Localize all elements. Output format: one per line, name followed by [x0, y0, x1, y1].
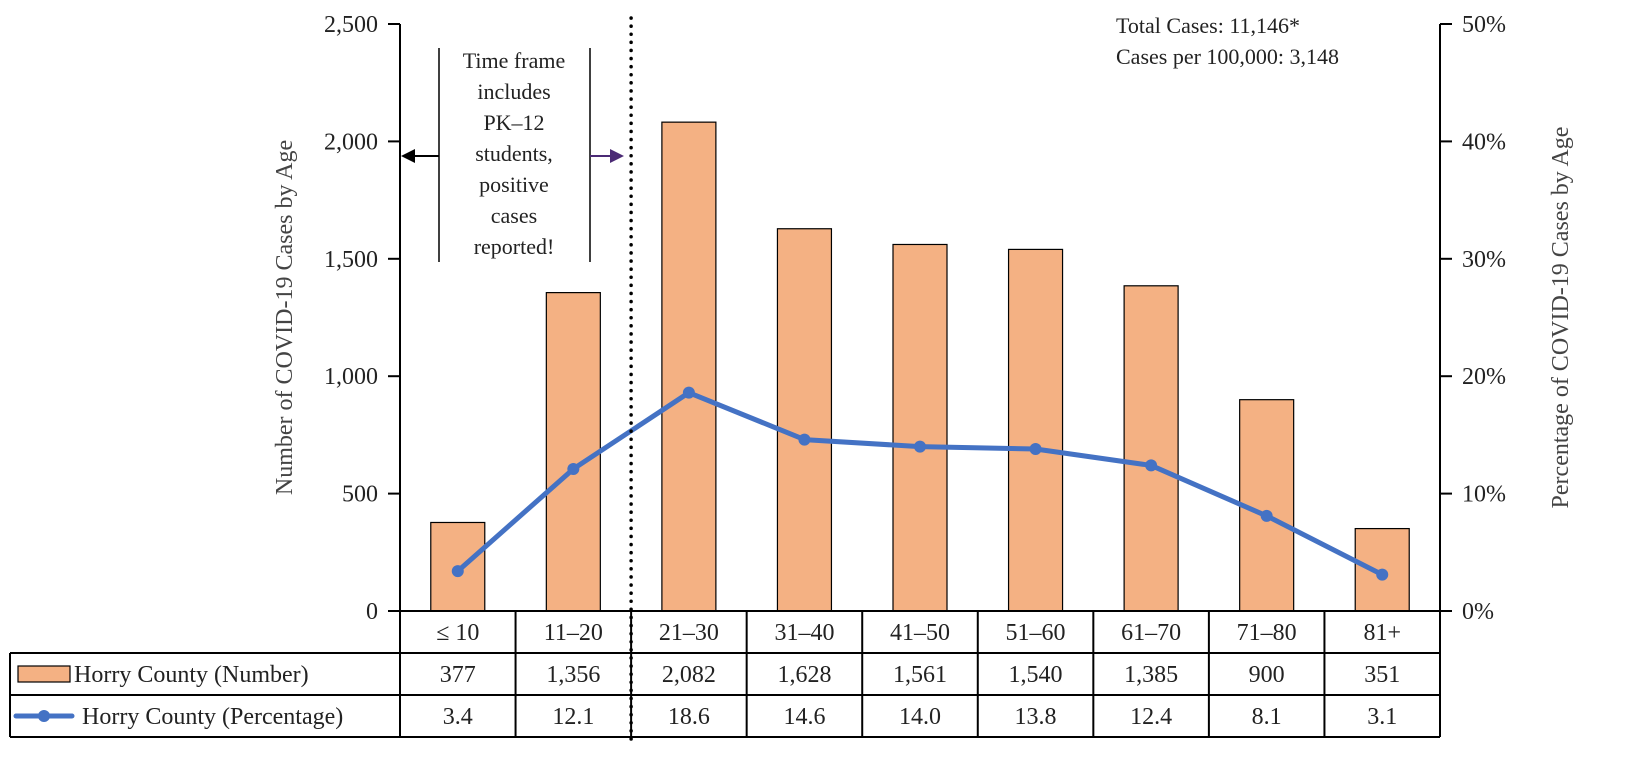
table-value-number-2: 1,356 [546, 662, 600, 688]
percentage-point-1 [451, 565, 464, 578]
timeframe-note-line: students, [475, 141, 553, 166]
table-value-percentage-8: 8.1 [1252, 704, 1282, 730]
right-axis-tick-label: 0% [1462, 599, 1494, 625]
category-label-9: 81+ [1363, 620, 1401, 646]
category-label-7: 61–70 [1121, 620, 1181, 646]
right-axis-tick-label: 40% [1462, 129, 1506, 155]
timeframe-note-line: PK–12 [483, 110, 544, 135]
legend-swatch-marker [38, 710, 50, 722]
table-value-number-1: 377 [440, 662, 476, 688]
bar-7 [1123, 285, 1179, 612]
category-label-2: 11–20 [544, 620, 603, 646]
note-arrow-right-head [610, 149, 624, 163]
table-value-number-3: 2,082 [662, 662, 716, 688]
bars-layer [430, 121, 1410, 612]
table-value-percentage-9: 3.1 [1367, 704, 1397, 730]
y-axis-title: Number of COVID-19 Cases by Age [272, 140, 298, 495]
percentage-point-4 [798, 433, 811, 446]
axes-layer: 0 500 1,000 1,500 2,000 2,500 0% 10% 20% 30% 40% 50… [272, 12, 1574, 625]
category-label-3: 21–30 [659, 620, 719, 646]
totals-note-line: Total Cases: 11,146* [1116, 13, 1300, 38]
percentage-point-9 [1376, 568, 1389, 581]
annotations-layer: Time frame includes PK–12 students, positive… [401, 13, 1339, 742]
bar-6 [1007, 248, 1064, 612]
bar-4 [776, 228, 833, 612]
bar-5 [892, 243, 948, 612]
table-value-number-9: 351 [1364, 662, 1400, 688]
table-value-number-4: 1,628 [777, 662, 831, 688]
right-axis-tick-label: 10% [1462, 482, 1506, 508]
timeframe-note-line: Time frame [463, 48, 565, 73]
percentage-point-3 [682, 386, 695, 399]
legend-label-number: Horry County (Number) [74, 662, 309, 688]
right-axis-tick-label: 30% [1462, 247, 1506, 273]
left-axis-tick-label: 500 [342, 482, 378, 508]
table-value-percentage-2: 12.1 [552, 704, 594, 730]
left-axis-tick-label: 1,500 [324, 247, 378, 273]
left-axis-tick-label: 2,500 [324, 12, 378, 38]
data-table: ≤ 10 11–20 21–30 31–40 41–50 51–60 61–70 71–80 8… [9, 610, 1441, 738]
legend-swatch-number [17, 665, 71, 683]
percentage-point-8 [1260, 509, 1273, 522]
right-axis-tick-label: 50% [1462, 12, 1506, 38]
table-value-number-7: 1,385 [1124, 662, 1178, 688]
table-value-percentage-4: 14.6 [783, 704, 825, 730]
left-axis-tick-label: 0 [366, 599, 378, 625]
timeframe-note-line: reported! [474, 234, 555, 259]
table-value-number-8: 900 [1249, 662, 1285, 688]
table-value-percentage-1: 3.4 [443, 704, 473, 730]
table-value-percentage-5: 14.0 [899, 704, 941, 730]
category-label-6: 51–60 [1006, 620, 1066, 646]
totals-note-line: Cases per 100,000: 3,148 [1116, 44, 1339, 69]
percentage-point-5 [914, 440, 926, 453]
table-value-number-5: 1,561 [893, 662, 947, 688]
bar-3 [661, 121, 717, 612]
table-value-number-6: 1,540 [1009, 662, 1063, 688]
y2-axis-title: Percentage of COVID-19 Cases by Age [1548, 127, 1574, 509]
category-label-4: 31–40 [774, 620, 834, 646]
timeframe-note-line: cases [491, 203, 537, 228]
legend-label-percentage: Horry County (Percentage) [82, 704, 343, 730]
percentage-line-layer [451, 386, 1389, 581]
right-axis-tick-label: 20% [1462, 364, 1506, 390]
timeframe-note-line: includes [477, 79, 550, 104]
left-axis-tick-label: 2,000 [324, 129, 378, 155]
category-label-1: ≤ 10 [436, 620, 479, 646]
percentage-point-6 [1029, 442, 1042, 455]
bar-2 [545, 292, 601, 612]
percentage-point-7 [1145, 459, 1158, 472]
category-label-8: 71–80 [1237, 620, 1297, 646]
table-value-percentage-3: 18.6 [668, 704, 710, 730]
table-value-percentage-6: 13.8 [1015, 704, 1057, 730]
percentage-point-2 [567, 462, 580, 475]
left-axis-tick-label: 1,000 [324, 364, 378, 390]
table-value-percentage-7: 12.4 [1130, 704, 1172, 730]
note-arrow-left-head [401, 149, 415, 163]
timeframe-note-line: positive [479, 172, 549, 197]
category-label-5: 41–50 [890, 620, 950, 646]
